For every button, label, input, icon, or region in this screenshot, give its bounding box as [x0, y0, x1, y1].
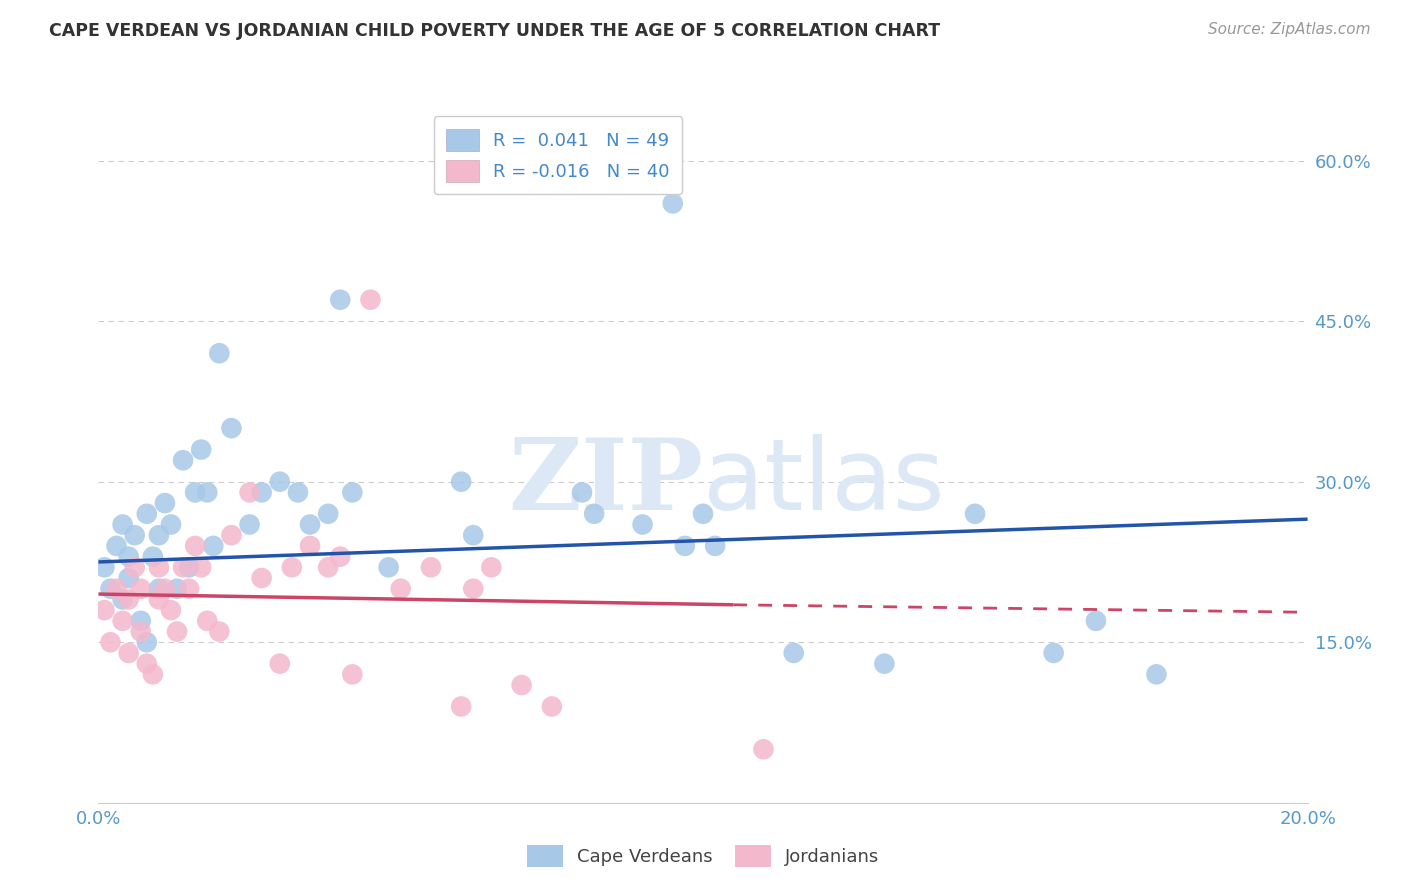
Point	[463, 582, 485, 596]
Point	[105, 539, 128, 553]
Point	[510, 678, 533, 692]
Point	[316, 507, 339, 521]
Point	[250, 571, 273, 585]
Point	[111, 614, 134, 628]
Point	[148, 582, 170, 596]
Point	[1042, 646, 1064, 660]
Point	[166, 582, 188, 596]
Point	[221, 421, 243, 435]
Point	[692, 507, 714, 521]
Point	[184, 539, 207, 553]
Legend: R =  0.041   N = 49, R = -0.016   N = 40: R = 0.041 N = 49, R = -0.016 N = 40	[433, 116, 682, 194]
Point	[179, 560, 201, 574]
Point	[129, 624, 152, 639]
Point	[752, 742, 775, 756]
Point	[1085, 614, 1108, 628]
Point	[118, 646, 141, 660]
Point	[100, 582, 122, 596]
Point	[111, 592, 134, 607]
Point	[93, 603, 115, 617]
Point	[124, 560, 146, 574]
Point	[179, 582, 201, 596]
Text: Source: ZipAtlas.com: Source: ZipAtlas.com	[1208, 22, 1371, 37]
Point	[111, 517, 134, 532]
Point	[269, 657, 291, 671]
Point	[342, 485, 364, 500]
Point	[195, 614, 218, 628]
Point	[583, 507, 606, 521]
Point	[329, 293, 352, 307]
Point	[571, 485, 593, 500]
Point	[481, 560, 503, 574]
Point	[450, 699, 472, 714]
Text: atlas: atlas	[703, 434, 945, 532]
Point	[239, 517, 262, 532]
Point	[148, 528, 170, 542]
Point	[281, 560, 304, 574]
Point	[342, 667, 364, 681]
Point	[450, 475, 472, 489]
Point	[965, 507, 987, 521]
Point	[299, 539, 322, 553]
Point	[221, 528, 243, 542]
Point	[105, 582, 128, 596]
Point	[208, 624, 231, 639]
Point	[172, 453, 194, 467]
Point	[118, 592, 141, 607]
Point	[195, 485, 218, 500]
Text: CAPE VERDEAN VS JORDANIAN CHILD POVERTY UNDER THE AGE OF 5 CORRELATION CHART: CAPE VERDEAN VS JORDANIAN CHILD POVERTY …	[49, 22, 941, 40]
Point	[540, 699, 562, 714]
Point	[135, 635, 157, 649]
Point	[124, 528, 146, 542]
Point	[129, 614, 152, 628]
Point	[100, 635, 122, 649]
Point	[631, 517, 654, 532]
Point	[316, 560, 339, 574]
Point	[118, 549, 141, 564]
Point	[142, 667, 165, 681]
Point	[783, 646, 806, 660]
Point	[420, 560, 443, 574]
Point	[377, 560, 399, 574]
Point	[172, 560, 194, 574]
Point	[129, 582, 152, 596]
Point	[153, 582, 176, 596]
Point	[190, 442, 212, 457]
Point	[299, 517, 322, 532]
Text: ZIP: ZIP	[508, 434, 703, 532]
Point	[118, 571, 141, 585]
Point	[250, 485, 273, 500]
Point	[463, 528, 485, 542]
Point	[135, 507, 157, 521]
Point	[704, 539, 727, 553]
Point	[662, 196, 685, 211]
Point	[148, 560, 170, 574]
Point	[1144, 667, 1167, 681]
Point	[360, 293, 382, 307]
Point	[142, 549, 165, 564]
Point	[873, 657, 896, 671]
Legend: Cape Verdeans, Jordanians: Cape Verdeans, Jordanians	[519, 838, 887, 874]
Point	[202, 539, 225, 553]
Point	[135, 657, 157, 671]
Point	[239, 485, 262, 500]
Point	[148, 592, 170, 607]
Point	[160, 517, 183, 532]
Point	[190, 560, 212, 574]
Point	[389, 582, 412, 596]
Point	[208, 346, 231, 360]
Point	[184, 485, 207, 500]
Point	[160, 603, 183, 617]
Point	[329, 549, 352, 564]
Point	[269, 475, 291, 489]
Point	[153, 496, 176, 510]
Point	[166, 624, 188, 639]
Point	[673, 539, 696, 553]
Point	[93, 560, 115, 574]
Point	[287, 485, 309, 500]
